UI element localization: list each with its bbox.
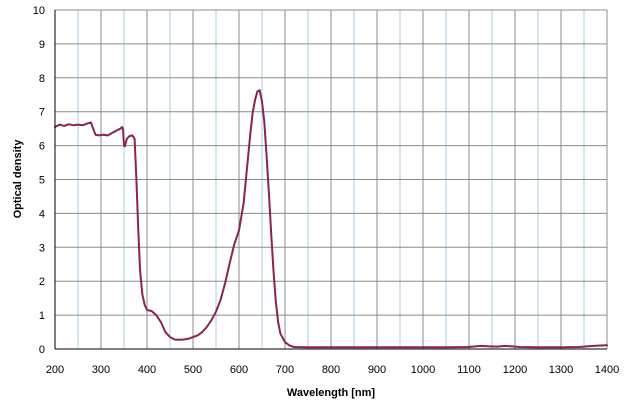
y-tick-label: 3: [39, 242, 45, 254]
y-tick-label: 4: [39, 208, 45, 220]
x-tick-label: 500: [184, 364, 202, 376]
y-tick-label: 0: [39, 344, 45, 356]
y-tick-label: 7: [39, 107, 45, 119]
x-tick-label: 700: [276, 364, 294, 376]
x-axis-title: Wavelength [nm]: [287, 387, 376, 399]
x-tick-label: 300: [92, 364, 110, 376]
y-tick-label: 5: [39, 175, 45, 187]
x-tick-label: 200: [46, 364, 64, 376]
y-tick-label: 6: [39, 141, 45, 153]
x-tick-labels: 200 300 400 500 600 700 800 900 1000 1100 1200 1300…: [46, 364, 619, 376]
y-tick-label: 2: [39, 276, 45, 288]
y-tick-label: 10: [33, 5, 45, 17]
y-tick-labels: 0 1 2 3 4 5 6 7 8 9 10: [33, 5, 45, 356]
y-axis-title: Optical density: [12, 139, 24, 219]
y-tick-label: 1: [39, 310, 45, 322]
y-tick-label: 9: [39, 39, 45, 51]
x-tick-label: 600: [230, 364, 248, 376]
x-tick-label: 900: [368, 364, 386, 376]
y-tick-label: 8: [39, 73, 45, 85]
x-tick-label: 800: [322, 364, 340, 376]
x-tick-label: 1300: [549, 364, 573, 376]
x-tick-label: 1400: [595, 364, 619, 376]
series-line: [54, 89, 608, 349]
x-tick-label: 1100: [457, 364, 481, 376]
x-tick-label: 1000: [411, 364, 435, 376]
x-tick-label: 400: [138, 364, 156, 376]
x-tick-label: 1200: [503, 364, 527, 376]
